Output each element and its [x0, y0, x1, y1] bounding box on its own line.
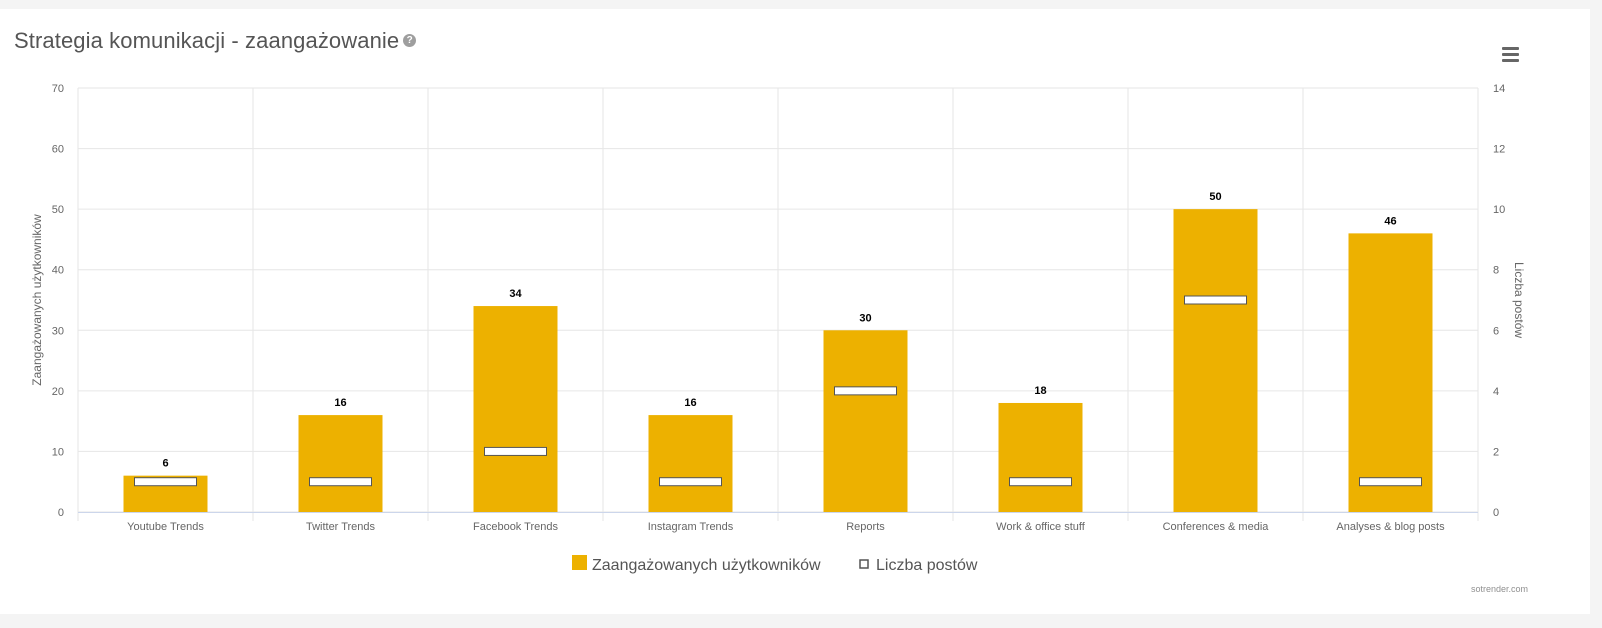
y-axis-tick-label: 10	[52, 446, 64, 458]
bar	[1348, 233, 1433, 512]
bar	[998, 402, 1083, 512]
y2-axis-tick-label: 4	[1493, 386, 1499, 398]
y2-axis-tick-label: 12	[1493, 144, 1505, 156]
post-count-marker	[134, 477, 197, 487]
y2-axis-title: Liczba postów	[1512, 262, 1526, 338]
data-label: 46	[1384, 215, 1396, 227]
x-axis-tick-label: Work & office stuff	[996, 521, 1086, 533]
data-label: 16	[684, 397, 696, 409]
chart-title: Strategia komunikacji - zaangażowanie	[14, 28, 400, 53]
x-axis-tick-label: Youtube Trends	[127, 521, 204, 533]
y2-axis-tick-label: 14	[1493, 83, 1505, 95]
post-count-marker	[1359, 477, 1422, 487]
y-axis-tick-label: 60	[52, 144, 64, 156]
data-label: 34	[509, 288, 522, 300]
x-axis-tick-label: Instagram Trends	[648, 521, 734, 533]
legend-label-engaged: Zaangażowanych użytkowników	[592, 557, 821, 574]
bar	[648, 415, 733, 512]
chart-card	[0, 9, 1590, 614]
post-count-marker	[834, 386, 897, 396]
bar	[473, 306, 558, 512]
legend-label-posts: Liczba postów	[876, 557, 978, 574]
post-count-marker	[309, 477, 372, 487]
x-axis-tick-label: Conferences & media	[1163, 521, 1270, 533]
bar	[1173, 209, 1258, 512]
y2-axis-tick-label: 6	[1493, 325, 1499, 337]
y-axis-tick-label: 30	[52, 325, 64, 337]
y-axis-tick-label: 0	[58, 507, 64, 519]
chart-title-container: Strategia komunikacji - zaangażowanie?	[14, 28, 417, 54]
post-count-marker	[659, 477, 722, 487]
y2-axis-tick-label: 8	[1493, 265, 1499, 277]
post-count-marker	[1184, 295, 1247, 305]
credits-link[interactable]: sotrender.com	[1471, 584, 1529, 594]
bar	[298, 415, 383, 512]
x-axis-tick-label: Twitter Trends	[306, 521, 376, 533]
help-icon[interactable]: ?	[403, 34, 417, 47]
data-label: 16	[334, 397, 346, 409]
legend-swatch-posts	[859, 559, 869, 569]
data-label: 6	[162, 458, 168, 470]
post-count-marker	[1009, 477, 1072, 487]
data-label: 18	[1034, 385, 1046, 397]
y2-axis-tick-label: 0	[1493, 507, 1499, 519]
y-axis-tick-label: 70	[52, 83, 64, 95]
post-count-marker	[484, 446, 547, 456]
y-axis-tick-label: 50	[52, 204, 64, 216]
y2-axis-tick-label: 10	[1493, 204, 1505, 216]
legend-swatch-engaged	[572, 555, 587, 570]
x-axis-tick-label: Analyses & blog posts	[1336, 521, 1445, 533]
y-axis-tick-label: 20	[52, 386, 64, 398]
x-axis-tick-label: Facebook Trends	[473, 521, 558, 533]
hamburger-menu-icon[interactable]	[1502, 47, 1519, 63]
y2-axis-tick-label: 2	[1493, 446, 1499, 458]
y-axis-title: Zaangażowanych użytkowników	[30, 214, 44, 386]
data-label: 30	[859, 312, 871, 324]
y-axis-tick-label: 40	[52, 265, 64, 277]
data-label: 50	[1209, 191, 1221, 203]
x-axis-tick-label: Reports	[846, 521, 885, 533]
bar	[823, 330, 908, 512]
